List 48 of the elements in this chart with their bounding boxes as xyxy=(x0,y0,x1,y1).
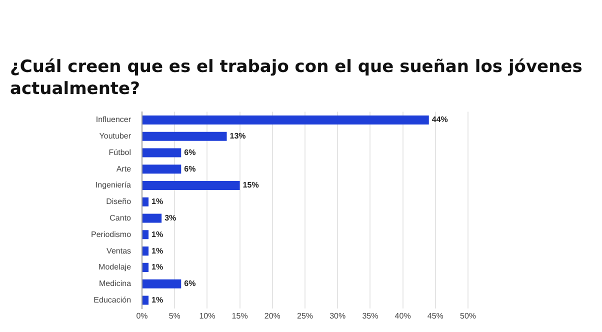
y-tick-label: Educación xyxy=(94,295,132,304)
data-label: 3% xyxy=(164,213,176,222)
x-tick-label: 10% xyxy=(199,311,216,320)
bar xyxy=(142,115,429,124)
y-tick-label: Canto xyxy=(110,213,132,222)
y-tick-label: Youtuber xyxy=(99,132,132,141)
y-tick-label: Diseño xyxy=(106,197,132,206)
y-tick-label: Influencer xyxy=(96,115,132,124)
x-tick-label: 30% xyxy=(330,311,346,320)
x-tick-label: 25% xyxy=(297,311,314,320)
x-tick-label: 20% xyxy=(264,311,280,320)
x-tick-label: 50% xyxy=(460,311,476,320)
data-label: 15% xyxy=(242,180,259,190)
x-tick-label: 35% xyxy=(362,311,378,320)
bar xyxy=(142,132,227,141)
bar xyxy=(142,164,182,174)
x-tick-label: 15% xyxy=(232,311,248,320)
y-tick-label: Ingeniería xyxy=(95,180,132,190)
bar xyxy=(142,246,149,256)
data-label: 6% xyxy=(184,164,196,174)
bar xyxy=(142,197,149,206)
bar xyxy=(142,279,182,288)
data-label: 1% xyxy=(152,295,164,304)
y-tick-label: Arte xyxy=(116,164,132,174)
x-tick-label: 5% xyxy=(168,311,180,320)
bar xyxy=(142,296,149,305)
y-tick-label: Fútbol xyxy=(108,148,132,157)
y-tick-label: Ventas xyxy=(106,246,132,256)
x-tick-label: 45% xyxy=(427,311,444,320)
y-tick-label: Modelaje xyxy=(98,262,132,272)
x-tick-label: 0% xyxy=(136,311,148,320)
y-tick-label: Medicina xyxy=(99,279,132,288)
data-label: 1% xyxy=(152,197,164,206)
data-label: 1% xyxy=(152,262,164,272)
data-label: 1% xyxy=(152,230,164,239)
chart-title: ¿Cuál creen que es el trabajo con el que sueñan los jóvenes actualmente? xyxy=(9,56,584,100)
data-label: 1% xyxy=(152,246,164,256)
bar xyxy=(142,262,149,272)
data-label: 44% xyxy=(432,115,448,124)
bar xyxy=(142,181,240,190)
bar xyxy=(142,214,162,223)
data-label: 6% xyxy=(184,279,196,288)
data-label: 13% xyxy=(230,132,246,141)
data-label: 6% xyxy=(184,148,196,157)
x-tick-label: 40% xyxy=(394,311,411,320)
y-tick-label: Periodismo xyxy=(91,230,132,239)
bar xyxy=(142,148,182,158)
bar xyxy=(142,230,149,240)
